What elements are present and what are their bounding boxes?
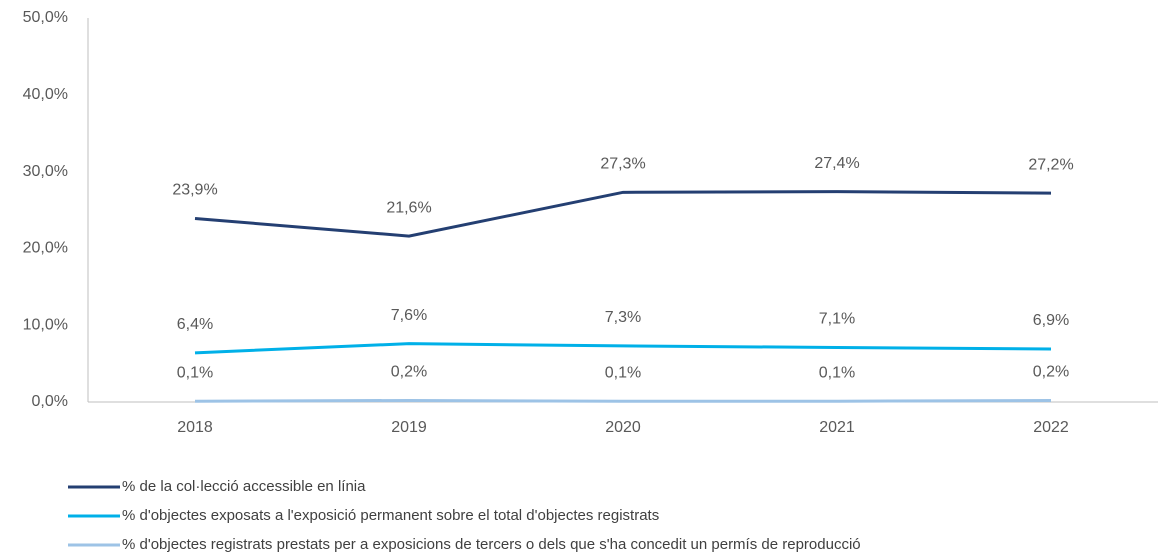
- data-label: 7,1%: [819, 311, 855, 328]
- data-label: 0,2%: [391, 364, 427, 381]
- data-label: 0,1%: [605, 364, 641, 381]
- data-label: 7,3%: [605, 309, 641, 326]
- series-line: [194, 398, 1052, 403]
- y-tick-label: 40,0%: [23, 86, 68, 103]
- x-tick-label: 2021: [819, 419, 855, 436]
- y-tick-label: 10,0%: [23, 316, 68, 333]
- legend-label: % d'objectes registrats prestats per a e…: [122, 536, 861, 553]
- data-label: 6,4%: [177, 316, 213, 333]
- y-tick-label: 0,0%: [32, 393, 68, 410]
- x-tick-label: 2019: [391, 419, 427, 436]
- data-label: 27,3%: [600, 156, 645, 173]
- series-line: [194, 342, 1052, 355]
- y-tick-label: 50,0%: [23, 9, 68, 26]
- data-label: 23,9%: [172, 182, 217, 199]
- data-label: 0,1%: [819, 364, 855, 381]
- x-tick-label: 2018: [177, 419, 213, 436]
- data-label: 21,6%: [386, 199, 431, 216]
- x-tick-label: 2022: [1033, 419, 1069, 436]
- x-tick-label: 2020: [605, 419, 641, 436]
- y-tick-label: 20,0%: [23, 240, 68, 257]
- data-label: 0,2%: [1033, 364, 1069, 381]
- data-label: 6,9%: [1033, 312, 1069, 329]
- data-label: 7,6%: [391, 307, 427, 324]
- data-label: 0,1%: [177, 364, 213, 381]
- legend-label: % d'objectes exposats a l'exposició perm…: [122, 507, 659, 524]
- series-line: [194, 190, 1052, 238]
- y-tick-label: 30,0%: [23, 163, 68, 180]
- data-label: 27,4%: [814, 155, 859, 172]
- legend-label: % de la col·lecció accessible en línia: [122, 478, 366, 495]
- data-label: 27,2%: [1028, 156, 1073, 173]
